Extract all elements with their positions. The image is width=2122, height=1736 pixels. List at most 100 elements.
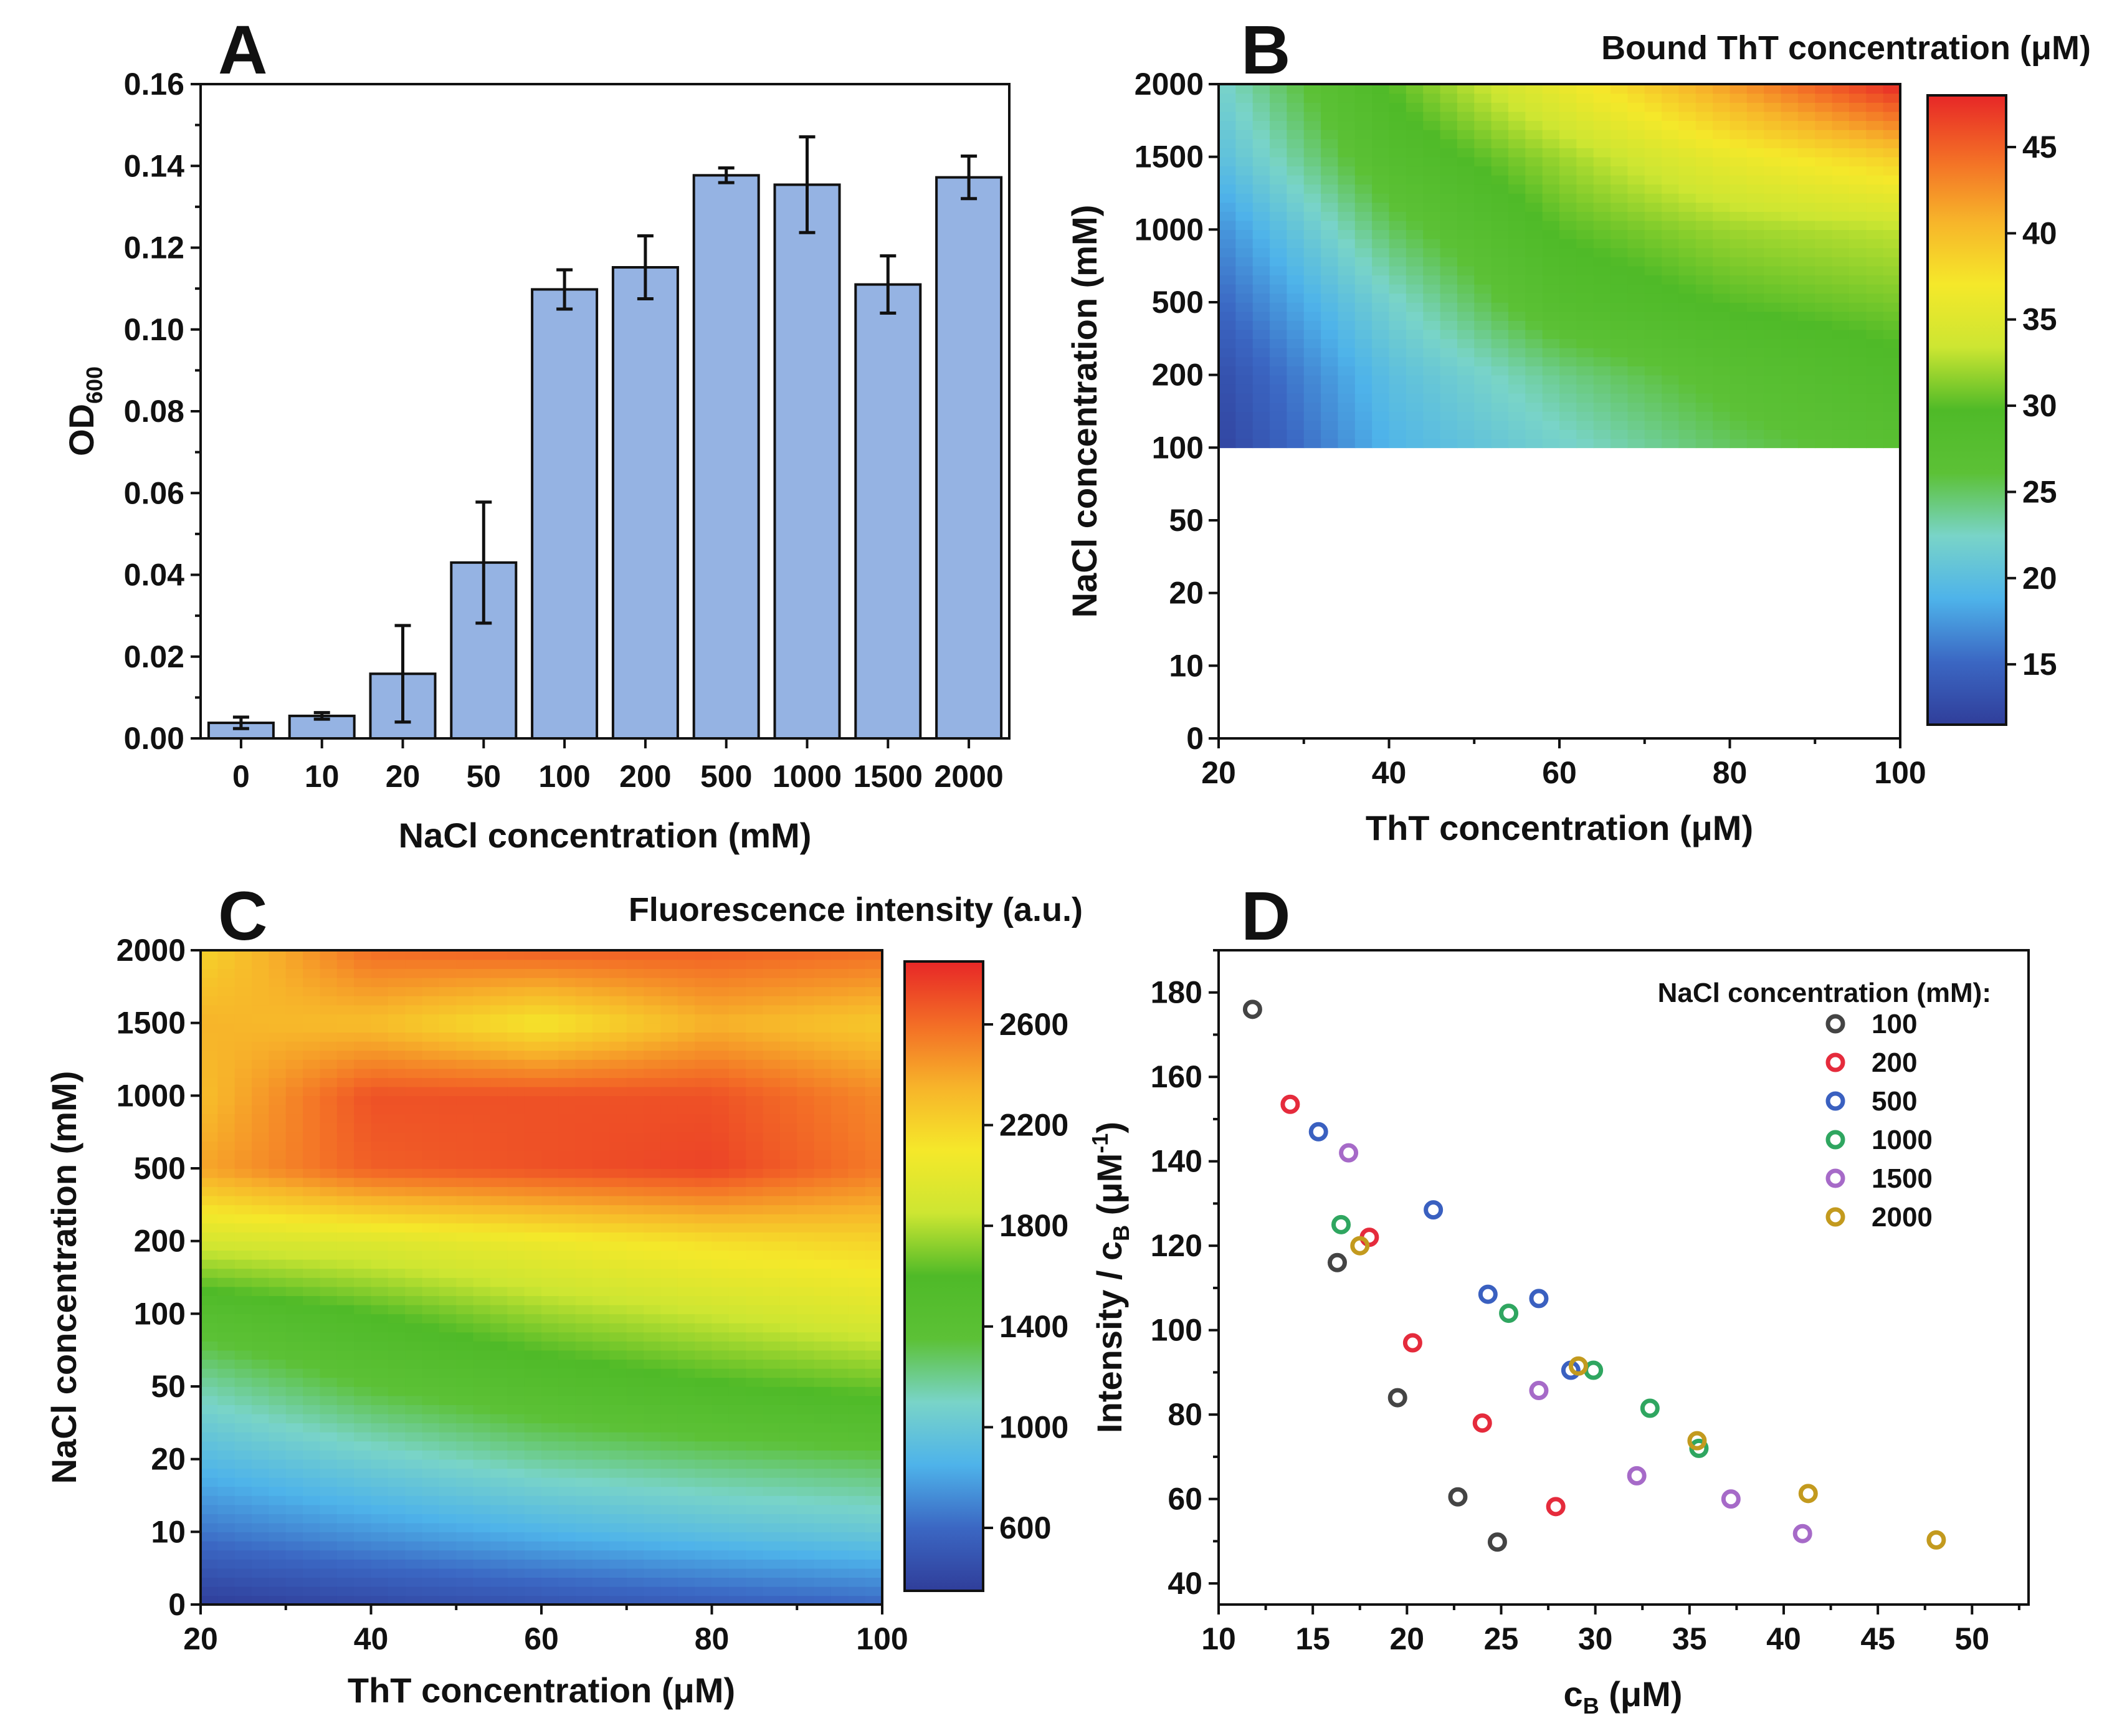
- heatmap-cell: [575, 1386, 593, 1396]
- heatmap-cell: [592, 1232, 611, 1242]
- heatmap-cell: [1678, 238, 1696, 249]
- heatmap-cell: [728, 950, 746, 960]
- heatmap-cell: [1883, 84, 1901, 94]
- heatmap-cell: [711, 1586, 730, 1596]
- heatmap-cell: [234, 1259, 252, 1269]
- heatmap-cell: [1644, 202, 1662, 212]
- heatmap-cell: [456, 1059, 474, 1069]
- heatmap-cell: [320, 1077, 338, 1087]
- heatmap-cell: [320, 1150, 338, 1160]
- heatmap-cell: [1644, 311, 1662, 321]
- heatmap-cell: [1576, 111, 1594, 122]
- heatmap-cell: [405, 1486, 423, 1496]
- heatmap-cell: [490, 1332, 508, 1342]
- heatmap-cell: [1423, 329, 1441, 340]
- heatmap-cell: [490, 1350, 508, 1360]
- heatmap-cell: [388, 1304, 406, 1315]
- heatmap-cell: [1815, 229, 1833, 239]
- heatmap-cell: [388, 1377, 406, 1387]
- heatmap-cell: [1815, 293, 1833, 303]
- point-nacl-1000: [1499, 1304, 1519, 1323]
- heatmap-cell: [217, 1041, 236, 1051]
- heatmap-cell: [592, 1332, 611, 1342]
- x-tick-label: 500: [700, 759, 752, 794]
- heatmap-cell: [303, 1259, 321, 1269]
- heatmap-cell: [354, 1459, 372, 1469]
- heatmap-cell: [354, 1041, 372, 1051]
- heatmap-cell: [626, 1041, 644, 1051]
- heatmap-cell: [814, 1114, 832, 1123]
- heatmap-cell: [1593, 238, 1611, 249]
- heatmap-cell: [371, 1132, 389, 1142]
- heatmap-cell: [1662, 438, 1680, 449]
- heatmap-cell: [405, 1532, 423, 1542]
- heatmap-cell: [388, 1050, 406, 1060]
- heatmap-cell: [779, 1559, 798, 1569]
- heatmap-cell: [1252, 265, 1270, 276]
- heatmap-cell: [524, 1068, 542, 1078]
- heatmap-cell: [456, 1368, 474, 1378]
- heatmap-cell: [541, 1286, 559, 1296]
- heatmap-cell: [592, 1322, 611, 1333]
- heatmap-cell: [558, 1577, 576, 1587]
- heatmap-cell: [626, 1550, 644, 1560]
- heatmap-cell: [797, 1114, 815, 1123]
- heatmap-cell: [592, 1250, 611, 1260]
- heatmap-cell: [541, 1540, 559, 1551]
- heatmap-cell: [1866, 229, 1884, 239]
- heatmap-cell: [814, 986, 832, 996]
- heatmap-cell: [814, 1304, 832, 1315]
- heatmap-cell: [439, 1486, 457, 1496]
- heatmap-cell: [1729, 402, 1748, 412]
- heatmap-cell: [1252, 211, 1270, 221]
- heatmap-cell: [320, 950, 338, 960]
- heatmap-cell: [814, 1386, 832, 1396]
- heatmap-cell: [269, 1405, 287, 1414]
- heatmap-cell: [439, 1314, 457, 1323]
- heatmap-cell: [695, 1550, 713, 1560]
- heatmap-cell: [695, 1595, 713, 1605]
- heatmap-cell: [422, 1159, 440, 1169]
- heatmap-cell: [763, 1004, 781, 1014]
- heatmap-cell: [1508, 102, 1526, 112]
- heatmap-cell: [1848, 302, 1867, 312]
- heatmap-cell: [1815, 302, 1833, 312]
- heatmap-cell: [1287, 284, 1305, 294]
- heatmap-cell: [371, 1468, 389, 1478]
- heatmap-cell: [1508, 420, 1526, 430]
- heatmap-cell: [848, 1150, 866, 1160]
- heatmap-cell: [1303, 138, 1321, 148]
- heatmap-cell: [285, 1004, 303, 1014]
- heatmap-cell: [1559, 338, 1577, 348]
- heatmap-cell: [644, 1495, 662, 1505]
- colorbar-tick-label: 2200: [999, 1108, 1068, 1143]
- heatmap-cell: [320, 1423, 338, 1433]
- heatmap-cell: [1662, 393, 1680, 403]
- heatmap-cell: [473, 1395, 491, 1405]
- heatmap-cell: [1508, 320, 1526, 330]
- heatmap-cell: [592, 1068, 611, 1078]
- heatmap-cell: [1781, 120, 1799, 130]
- heatmap-cell: [1406, 393, 1424, 403]
- heatmap-cell: [763, 1386, 781, 1396]
- heatmap-cell: [1389, 184, 1407, 194]
- heatmap-cell: [677, 1232, 695, 1242]
- heatmap-cell: [1559, 320, 1577, 330]
- heatmap-cell: [422, 1586, 440, 1596]
- heatmap-cell: [354, 1259, 372, 1269]
- heatmap-cell: [422, 1095, 440, 1105]
- heatmap-cell: [1644, 329, 1662, 340]
- heatmap-cell: [1372, 393, 1390, 403]
- heatmap-cell: [303, 1223, 321, 1233]
- heatmap-cell: [201, 1559, 219, 1569]
- heatmap-cell: [865, 959, 883, 969]
- heatmap-cell: [422, 1568, 440, 1578]
- heatmap-cell: [285, 1286, 303, 1296]
- heatmap-cell: [422, 1332, 440, 1342]
- heatmap-cell: [201, 1186, 219, 1196]
- heatmap-cell: [490, 1250, 508, 1260]
- heatmap-cell: [1797, 347, 1816, 358]
- heatmap-cell: [797, 1341, 815, 1351]
- heatmap-cell: [1729, 265, 1748, 276]
- heatmap-cell: [1611, 184, 1629, 194]
